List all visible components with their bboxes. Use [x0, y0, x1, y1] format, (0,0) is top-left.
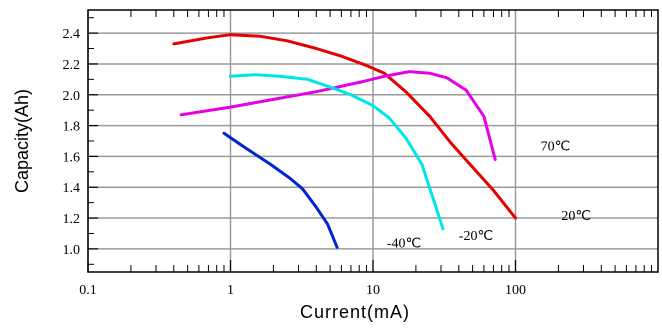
- y-axis-title: Capacity(Ah): [12, 89, 32, 193]
- y-tick-label: 1.2: [63, 212, 81, 227]
- series-line: [222, 131, 339, 249]
- series-line: [172, 33, 517, 220]
- series-label: 70℃: [541, 140, 571, 155]
- x-tick-label: 10: [366, 283, 380, 298]
- y-tick-label: 1.0: [63, 243, 81, 258]
- grid: [87, 10, 658, 272]
- series-line: [229, 73, 445, 231]
- series-label: 20℃: [561, 209, 591, 224]
- tick-labels: 0.1 1 10 100 1.0 1.2 1.4 1.6 1.8 2.0 2.2 2.4: [63, 27, 527, 298]
- y-tick-label: 2.0: [63, 89, 81, 104]
- series-label: -40℃: [387, 237, 421, 252]
- y-tick-label: 1.8: [63, 120, 81, 135]
- data-series: [172, 33, 517, 249]
- y-tick-label: 1.4: [63, 181, 81, 196]
- y-tick-label: 2.4: [63, 27, 81, 42]
- x-tick-label: 1: [227, 283, 234, 298]
- series-line: [179, 70, 497, 161]
- x-tick-label: 100: [505, 283, 526, 298]
- y-tick-label: 1.6: [63, 150, 81, 165]
- series-label: -20℃: [459, 229, 493, 244]
- series-annotations: 70℃ 20℃ -20℃ -40℃: [387, 140, 591, 252]
- x-tick-label: 0.1: [79, 283, 97, 298]
- x-axis-title: Current(mA): [300, 302, 410, 322]
- axis-ticks: [87, 10, 652, 272]
- y-tick-label: 2.2: [63, 58, 81, 73]
